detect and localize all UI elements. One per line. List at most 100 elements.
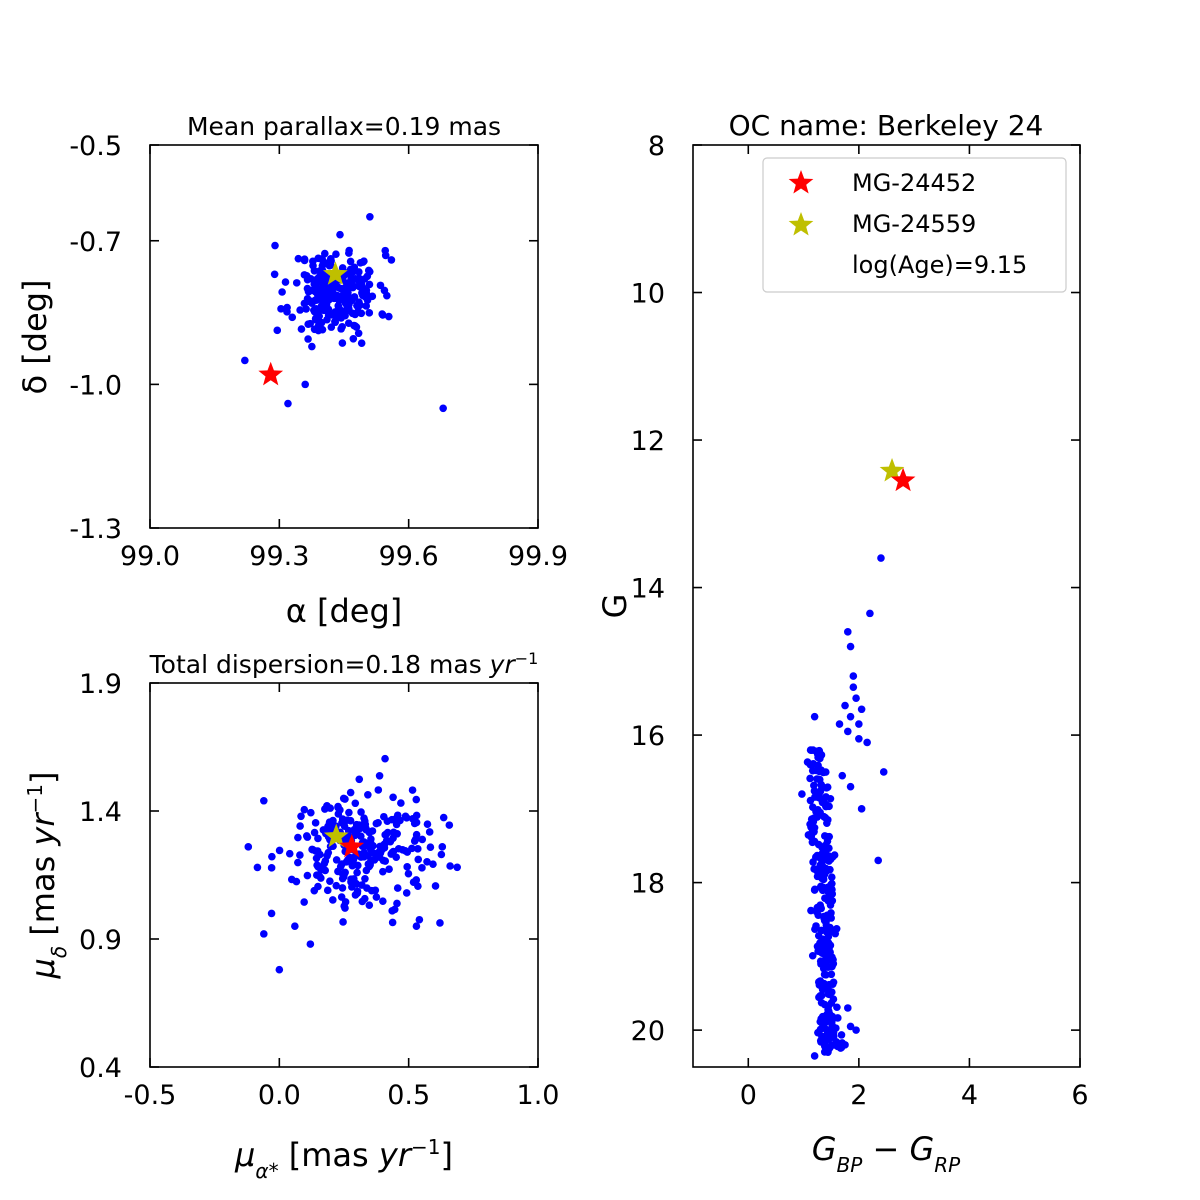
cmd-member-point bbox=[810, 781, 818, 790]
cmd-axes-frame bbox=[692, 144, 1081, 1068]
radec-member-point bbox=[362, 289, 371, 298]
cmd-member-point bbox=[818, 843, 826, 852]
pm-member-point bbox=[360, 848, 368, 857]
cmd-member-point bbox=[809, 816, 817, 824]
pm-member-point bbox=[351, 799, 360, 808]
radec-member-point bbox=[314, 254, 323, 263]
pm-member-point bbox=[414, 882, 422, 890]
radec-axes-frame bbox=[149, 144, 539, 529]
pm-member-point bbox=[334, 810, 343, 818]
cmd-title: OC name: Berkeley 24 bbox=[729, 109, 1044, 142]
cmd-member-point bbox=[830, 851, 839, 859]
cmd-ytick-label: 14 bbox=[631, 574, 665, 605]
pm-ytick-label: 0.9 bbox=[79, 925, 122, 956]
radec-member-point bbox=[241, 356, 249, 365]
cmd-ytick-label: 12 bbox=[631, 426, 665, 457]
cmd-member-point bbox=[822, 802, 830, 811]
pm-member-point bbox=[323, 801, 331, 810]
cmd-member-point bbox=[810, 1052, 819, 1060]
cmd-member-point bbox=[879, 768, 888, 776]
pm-member-point bbox=[397, 799, 405, 807]
pm-member-point bbox=[350, 875, 358, 883]
radec-member-point bbox=[365, 309, 374, 317]
pm-member-point bbox=[351, 831, 359, 840]
pm-member-point bbox=[329, 896, 337, 904]
pm-member-point bbox=[323, 851, 331, 860]
radec-member-point bbox=[349, 334, 358, 343]
pm-axes-frame bbox=[149, 682, 539, 1068]
radec-member-point bbox=[324, 288, 332, 297]
pm-member-point bbox=[408, 786, 417, 794]
pm-member-point bbox=[306, 940, 315, 948]
pm-member-point bbox=[354, 861, 362, 870]
pm-ytick-label: 0.4 bbox=[79, 1053, 122, 1084]
legend-label-age: log(Age)=9.15 bbox=[852, 251, 1027, 279]
cmd-points bbox=[798, 554, 888, 1060]
pm-member-point bbox=[358, 897, 367, 906]
cmd-member-point bbox=[824, 1048, 832, 1056]
cmd-xtick-label: 6 bbox=[1071, 1080, 1088, 1111]
pm-member-point bbox=[267, 909, 276, 918]
cmd-member-point bbox=[844, 628, 852, 636]
cmd-member-point bbox=[828, 890, 837, 898]
cmd-member-point bbox=[814, 1028, 822, 1037]
radec-ytick-label: -1.3 bbox=[69, 514, 122, 545]
pm-member-point bbox=[438, 843, 447, 851]
pm-member-point bbox=[327, 825, 336, 834]
pm-member-point bbox=[345, 808, 353, 817]
cmd-xtick-label: 2 bbox=[850, 1080, 867, 1111]
cmd-member-point bbox=[828, 1025, 836, 1033]
pm-member-point bbox=[389, 828, 398, 837]
radec-member-point bbox=[368, 292, 377, 301]
pm-member-point bbox=[379, 897, 387, 905]
pm-member-point bbox=[371, 886, 380, 895]
cmd-member-point bbox=[835, 720, 844, 728]
cmd-member-point bbox=[823, 832, 831, 841]
pm-member-point bbox=[244, 843, 253, 851]
cmd-member-point bbox=[846, 1022, 855, 1031]
cmd-member-point bbox=[846, 642, 855, 651]
radec-member-point bbox=[355, 282, 364, 291]
cmd-member-point bbox=[816, 977, 825, 985]
radec-ytick-label: -0.5 bbox=[69, 131, 122, 162]
cmd-member-point bbox=[807, 906, 815, 915]
radec-member-point bbox=[338, 339, 347, 347]
pm-member-point bbox=[392, 853, 401, 862]
radec-member-point bbox=[351, 322, 359, 330]
pm-xtick-label: 0.0 bbox=[258, 1080, 301, 1111]
radec-member-point bbox=[310, 267, 319, 275]
pm-member-point bbox=[320, 859, 329, 868]
radec-xtick-label: 99.9 bbox=[508, 541, 568, 572]
pm-member-point bbox=[361, 874, 369, 883]
pm-member-point bbox=[296, 822, 304, 830]
cmd-member-point bbox=[826, 1010, 834, 1019]
radec-member-point bbox=[354, 329, 363, 338]
radec-title: Mean parallax=0.19 mas bbox=[187, 112, 501, 141]
pm-member-point bbox=[294, 833, 302, 842]
radec-member-point bbox=[338, 264, 347, 272]
pm-xlabel: μα* [mas yr−1] bbox=[234, 1135, 453, 1183]
cmd-member-point bbox=[818, 886, 827, 895]
pm-member-point bbox=[431, 882, 440, 890]
cmd-member-point bbox=[825, 926, 834, 934]
legend-marker-mg-24452 bbox=[788, 170, 814, 194]
pm-member-point bbox=[389, 793, 397, 802]
cmd-member-point bbox=[808, 951, 817, 960]
radec-member-point bbox=[316, 267, 324, 275]
radec-member-point bbox=[300, 256, 309, 265]
pm-member-point bbox=[402, 889, 411, 897]
pm-member-point bbox=[404, 869, 413, 878]
pm-member-point bbox=[357, 832, 365, 840]
pm-member-point bbox=[385, 865, 393, 874]
pm-member-point bbox=[445, 821, 454, 829]
cmd-member-point bbox=[811, 793, 819, 801]
legend-box bbox=[762, 157, 1067, 293]
cmd-member-point bbox=[828, 957, 837, 965]
pm-member-point bbox=[310, 886, 319, 895]
cmd-member-point bbox=[803, 758, 812, 766]
radec-member-point bbox=[321, 249, 329, 258]
radec-member-point bbox=[308, 342, 316, 351]
radec-member-point bbox=[439, 404, 447, 413]
